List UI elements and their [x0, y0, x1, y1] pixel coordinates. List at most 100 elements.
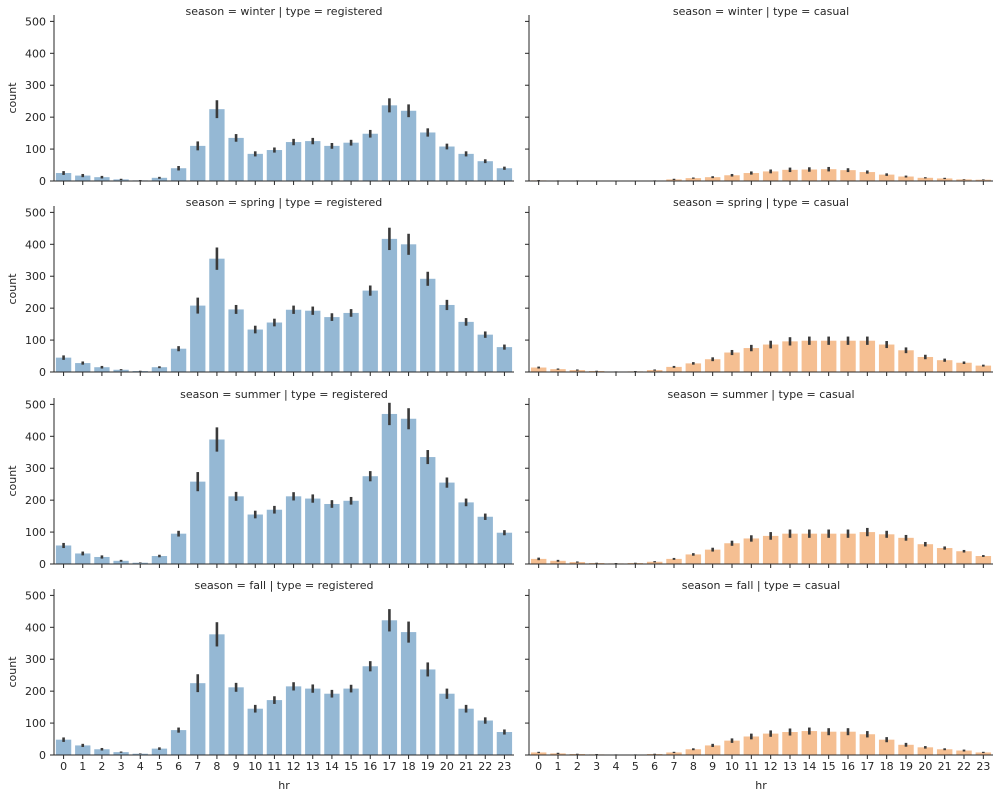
bar-hr-23 — [496, 168, 513, 181]
bar-hr-8 — [685, 554, 702, 564]
bar-hr-3 — [113, 560, 129, 564]
panel-3: season = spring | type = registered 0 100 2… — [6, 196, 514, 379]
bar-hr-0 — [530, 558, 547, 564]
x-tick-label: 21 — [938, 760, 952, 773]
bar-hr-12 — [762, 171, 779, 181]
y-tick-label: 300 — [25, 270, 46, 283]
x-tick-label: 16 — [841, 760, 855, 773]
x-tick-label: 4 — [613, 760, 620, 773]
y-axis-title: count — [6, 465, 19, 497]
bar-hr-16 — [362, 476, 378, 564]
y-tick-label: 100 — [25, 717, 46, 730]
panel-title: season = spring | type = registered — [186, 196, 383, 209]
bar-hr-13 — [782, 341, 798, 372]
bar-hr-10 — [724, 175, 740, 181]
bar-hr-18 — [400, 418, 417, 564]
bar-hr-13 — [782, 732, 798, 755]
x-tick-label: 10 — [248, 760, 262, 773]
bar-hr-22 — [956, 362, 972, 372]
bar-hr-11 — [266, 322, 283, 372]
y-tick-label: 0 — [39, 366, 46, 379]
bar-hr-3 — [113, 369, 129, 372]
bar-hr-6 — [170, 533, 187, 564]
y-axis-title: count — [6, 82, 19, 114]
panel-title: season = summer | type = registered — [180, 388, 388, 401]
bar-hr-11 — [266, 700, 283, 755]
bar-hr-23 — [975, 179, 992, 181]
bar-hr-17 — [381, 105, 398, 181]
bar-hr-12 — [762, 535, 779, 564]
x-tick-label: 1 — [79, 760, 86, 773]
y-axis-title: count — [6, 656, 19, 688]
x-tick-label: 10 — [725, 760, 739, 773]
y-tick-label: 0 — [39, 749, 46, 762]
bar-hr-0 — [55, 173, 72, 181]
x-tick-label: 15 — [822, 760, 836, 773]
bar-hr-20 — [439, 304, 455, 372]
bar-hr-7 — [190, 683, 206, 755]
bar-hr-8 — [209, 634, 225, 755]
bar-hr-2 — [94, 177, 110, 181]
bar-hr-18 — [878, 344, 895, 372]
y-axis-title: count — [6, 273, 19, 305]
bar-hr-9 — [228, 687, 244, 755]
bar-hr-11 — [743, 173, 760, 181]
x-tick-label: 1 — [555, 760, 562, 773]
panel-6: season = summer | type = casual — [525, 388, 993, 568]
bar-hr-15 — [343, 688, 359, 755]
bar-hr-13 — [782, 169, 798, 181]
bar-hr-8 — [685, 363, 702, 372]
bar-hr-10 — [247, 708, 263, 755]
bar-hr-20 — [917, 177, 934, 181]
bar-hr-22 — [956, 750, 972, 755]
x-tick-label: 18 — [880, 760, 894, 773]
bar-hr-6 — [170, 730, 187, 755]
x-tick-label: 2 — [98, 760, 105, 773]
y-tick-label: 200 — [25, 111, 46, 124]
y-tick-label: 300 — [25, 79, 46, 92]
y-tick-label: 300 — [25, 653, 46, 666]
bar-hr-7 — [666, 366, 682, 372]
bar-hr-0 — [530, 752, 547, 755]
bar-hr-15 — [820, 731, 837, 755]
bar-hr-8 — [685, 749, 702, 755]
bar-hr-22 — [477, 161, 493, 181]
x-tick-label: 5 — [632, 760, 639, 773]
bar-hr-18 — [400, 632, 417, 755]
x-tick-label: 9 — [709, 760, 716, 773]
bar-hr-18 — [400, 244, 417, 372]
bar-hr-15 — [343, 500, 359, 564]
bar-hr-10 — [724, 543, 740, 564]
bar-hr-16 — [840, 731, 856, 755]
bar-hr-9 — [704, 177, 721, 181]
bar-hr-13 — [305, 141, 321, 181]
bar-hr-8 — [209, 439, 225, 564]
bar-hr-21 — [458, 321, 474, 372]
bar-hr-12 — [285, 309, 302, 372]
x-tick-label: 4 — [137, 760, 144, 773]
bar-hr-7 — [190, 145, 206, 181]
bar-hr-19 — [898, 744, 914, 755]
bar-hr-1 — [75, 175, 91, 181]
bar-hr-17 — [859, 734, 876, 755]
bar-hr-16 — [840, 340, 856, 372]
bar-hr-13 — [305, 688, 321, 755]
bar-hr-11 — [266, 150, 283, 181]
bar-hr-10 — [247, 153, 263, 181]
bar-hr-9 — [704, 359, 721, 372]
bar-hr-18 — [878, 739, 895, 755]
bar-hr-9 — [704, 745, 721, 755]
bar-hr-19 — [420, 669, 436, 755]
bar-hr-20 — [439, 693, 455, 755]
bar-hr-10 — [724, 740, 740, 755]
x-tick-label: 22 — [957, 760, 971, 773]
bar-hr-13 — [305, 498, 321, 564]
bar-hr-10 — [247, 329, 263, 372]
bar-hr-12 — [285, 142, 302, 181]
bar-hr-21 — [458, 502, 474, 564]
bar-hr-19 — [420, 132, 436, 181]
y-tick-label: 300 — [25, 462, 46, 475]
bar-hr-9 — [228, 137, 244, 181]
bar-hr-21 — [458, 153, 474, 181]
bar-hr-21 — [936, 548, 953, 564]
